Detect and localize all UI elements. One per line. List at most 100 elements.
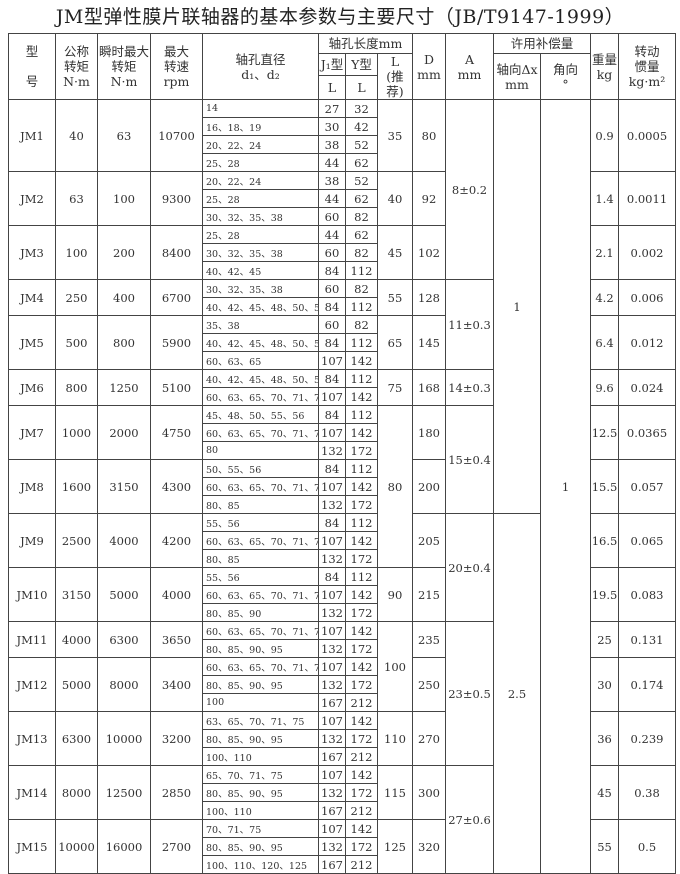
bore-diameter-cell: 80、85、90、95	[202, 783, 319, 802]
weight-cell: 15.5	[590, 459, 620, 514]
l-recommended-cell: 90	[377, 567, 413, 622]
weight-cell: 19.5	[590, 567, 620, 622]
j1-length-cell: 132	[318, 603, 346, 622]
table-row: 60、63、65、70、71、75 107 142	[9, 477, 676, 496]
bore-diameter-cell: 80、85、90、95	[202, 729, 319, 748]
d-cell: 215	[412, 567, 446, 622]
bore-diameter-cell: 60、63、65、70、71、75	[202, 657, 319, 676]
y-length-cell: 172	[345, 603, 378, 622]
peak-torque-cell: 10000	[97, 711, 151, 766]
header-model: 型 号	[8, 33, 56, 100]
d-cell: 235	[412, 621, 446, 658]
table-row: 60、63、65 107 142	[9, 351, 676, 370]
j1-length-cell: 84	[318, 513, 346, 532]
max-speed-cell: 8400	[150, 225, 203, 280]
bore-diameter-cell: 70、71、75	[202, 819, 319, 838]
bore-diameter-cell: 14	[202, 99, 319, 118]
l-recommended-cell: 115	[377, 765, 413, 820]
model-cell: JM5	[8, 315, 56, 370]
bore-diameter-cell: 60、63、65	[202, 351, 319, 370]
table-row: JM68001250510040、42、45、48、50、55、56841127…	[8, 369, 677, 406]
table-row: JM15 10000 16000 2700 70、71、75 107 142 125 320 55…	[8, 819, 677, 874]
nominal-torque-cell: 10000	[55, 819, 98, 874]
j1-length-cell: 60	[318, 279, 346, 298]
l-recommended-cell: 45	[377, 225, 413, 280]
bore-diameter-cell: 100	[202, 693, 319, 712]
j1-length-cell: 167	[318, 747, 346, 766]
y-length-cell: 142	[345, 423, 378, 442]
bore-diameter-cell: 80	[202, 441, 319, 460]
peak-torque-cell: 800	[97, 315, 151, 370]
bore-diameter-cell: 100、110	[202, 747, 319, 766]
table-row: 80、85 132 172	[9, 495, 676, 514]
nominal-torque-cell: 40	[55, 99, 98, 172]
table-row: 100、110、120、125 167 212	[9, 855, 676, 874]
j1-length-cell: 167	[318, 693, 346, 712]
d-cell: 145	[412, 315, 446, 370]
y-length-cell: 172	[345, 675, 378, 694]
j1-length-cell: 107	[318, 477, 346, 496]
header-axial: 轴向Δx mm	[493, 53, 541, 100]
table-row: 60、63、65、70、71、75 107 142	[9, 531, 676, 550]
weight-cell: 45	[590, 765, 620, 820]
l-recommended-cell: 80	[377, 405, 413, 568]
header-y: Y型	[345, 52, 378, 77]
d-cell: 205	[412, 513, 446, 568]
d-cell: 320	[412, 819, 446, 874]
bore-diameter-cell: 80、85、90、95	[202, 639, 319, 658]
max-speed-cell: 3650	[150, 621, 203, 658]
bore-diameter-cell: 60、63、65、70、71、75	[202, 387, 319, 406]
j1-length-cell: 132	[318, 837, 346, 856]
model-cell: JM10	[8, 567, 56, 622]
j1-length-cell: 132	[318, 549, 346, 568]
y-length-cell: 142	[345, 765, 378, 784]
max-speed-cell: 5100	[150, 369, 203, 406]
inertia-cell: 0.239	[618, 711, 677, 766]
weight-cell: 30	[590, 657, 620, 712]
y-length-cell: 32	[345, 99, 378, 118]
bore-diameter-cell: 40、42、45	[202, 261, 319, 280]
peak-torque-cell: 1250	[97, 369, 151, 406]
y-length-cell: 82	[345, 279, 378, 298]
y-length-cell: 212	[345, 855, 378, 874]
y-length-cell: 172	[345, 783, 378, 802]
l-recommended-cell: 110	[377, 711, 413, 766]
table-row: 60、63、65、70、71、75 107 142	[9, 423, 676, 442]
max-speed-cell: 4000	[150, 567, 203, 622]
weight-cell: 12.5	[590, 405, 620, 460]
y-length-cell: 42	[345, 117, 378, 136]
l-recommended-cell: 75	[377, 369, 413, 406]
d-cell: 200	[412, 459, 446, 514]
peak-torque-cell: 12500	[97, 765, 151, 820]
max-speed-cell: 4750	[150, 405, 203, 460]
y-length-cell: 52	[345, 171, 378, 190]
bore-diameter-cell: 16、18、19	[202, 117, 319, 136]
y-length-cell: 172	[345, 639, 378, 658]
model-cell: JM13	[8, 711, 56, 766]
weight-cell: 36	[590, 711, 620, 766]
weight-cell: 16.5	[590, 513, 620, 568]
j1-length-cell: 107	[318, 387, 346, 406]
table-row: 80、85、90、95 132 172	[9, 783, 676, 802]
y-length-cell: 142	[345, 711, 378, 730]
d-cell: 168	[412, 369, 446, 406]
y-length-cell: 82	[345, 243, 378, 262]
weight-cell: 6.4	[590, 315, 620, 370]
j1-length-cell: 107	[318, 657, 346, 676]
y-length-cell: 212	[345, 801, 378, 820]
j1-length-cell: 132	[318, 729, 346, 748]
y-length-cell: 112	[345, 567, 378, 586]
bore-diameter-cell: 25、28	[202, 153, 319, 172]
inertia-cell: 0.002	[618, 225, 677, 280]
inertia-cell: 0.024	[618, 369, 677, 406]
table-row: JM14 8000 12500 2850 65、70、71、75 107 142 115 300…	[8, 765, 677, 874]
model-cell: JM6	[8, 369, 56, 406]
y-length-cell: 112	[345, 459, 378, 478]
bore-diameter-cell: 60、63、65、70、71、75	[202, 621, 319, 640]
j1-length-cell: 44	[318, 225, 346, 244]
d-cell: 180	[412, 405, 446, 460]
bore-diameter-cell: 60、63、65、70、71、75	[202, 423, 319, 442]
model-cell: JM15	[8, 819, 56, 874]
j1-length-cell: 132	[318, 675, 346, 694]
y-length-cell: 142	[345, 351, 378, 370]
